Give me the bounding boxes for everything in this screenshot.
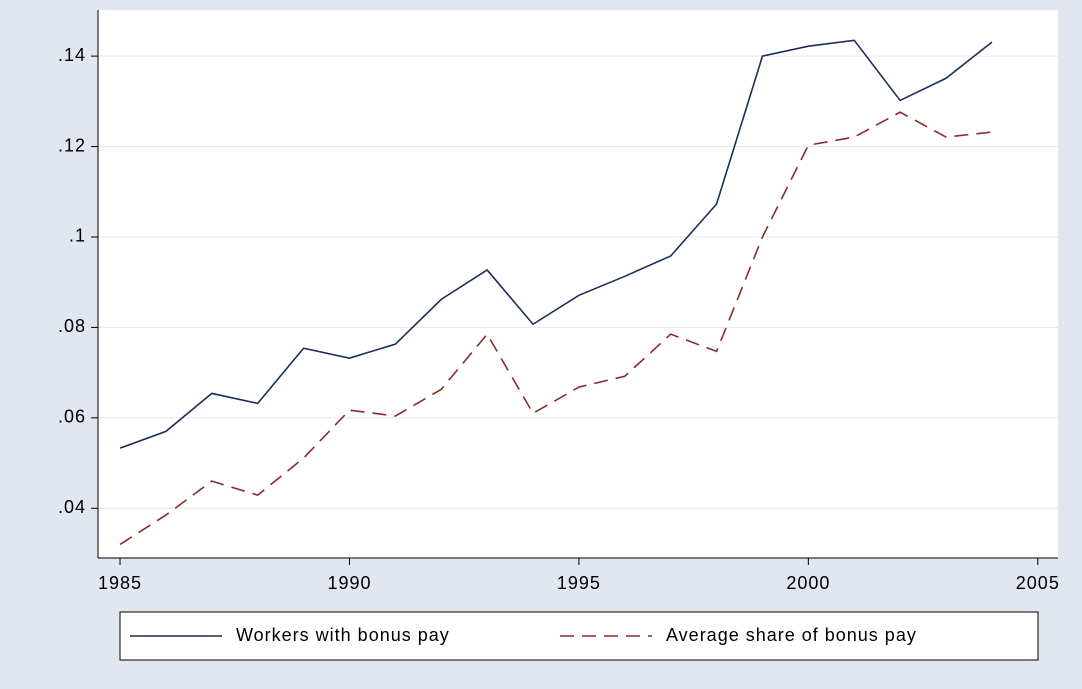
x-tick-label: 1995 <box>557 573 601 593</box>
x-tick-label: 1990 <box>327 573 371 593</box>
y-tick-label: .08 <box>58 316 86 336</box>
line-series <box>119 111 993 546</box>
x-tick-label: 2005 <box>1016 573 1060 593</box>
y-tick-label: .14 <box>58 45 86 65</box>
legend-box <box>119 611 1039 661</box>
plot-area <box>98 10 1058 558</box>
x-tick-label: 2000 <box>786 573 830 593</box>
legend-label: Workers with bonus pay <box>236 625 450 645</box>
line-series <box>119 39 993 449</box>
y-tick-label: .12 <box>58 135 86 155</box>
y-tick-label: .06 <box>58 407 86 427</box>
y-tick-label: .1 <box>69 226 86 246</box>
legend-label: Average share of bonus pay <box>666 625 917 645</box>
y-tick-label: .04 <box>58 497 86 517</box>
x-tick-label: 1985 <box>98 573 142 593</box>
